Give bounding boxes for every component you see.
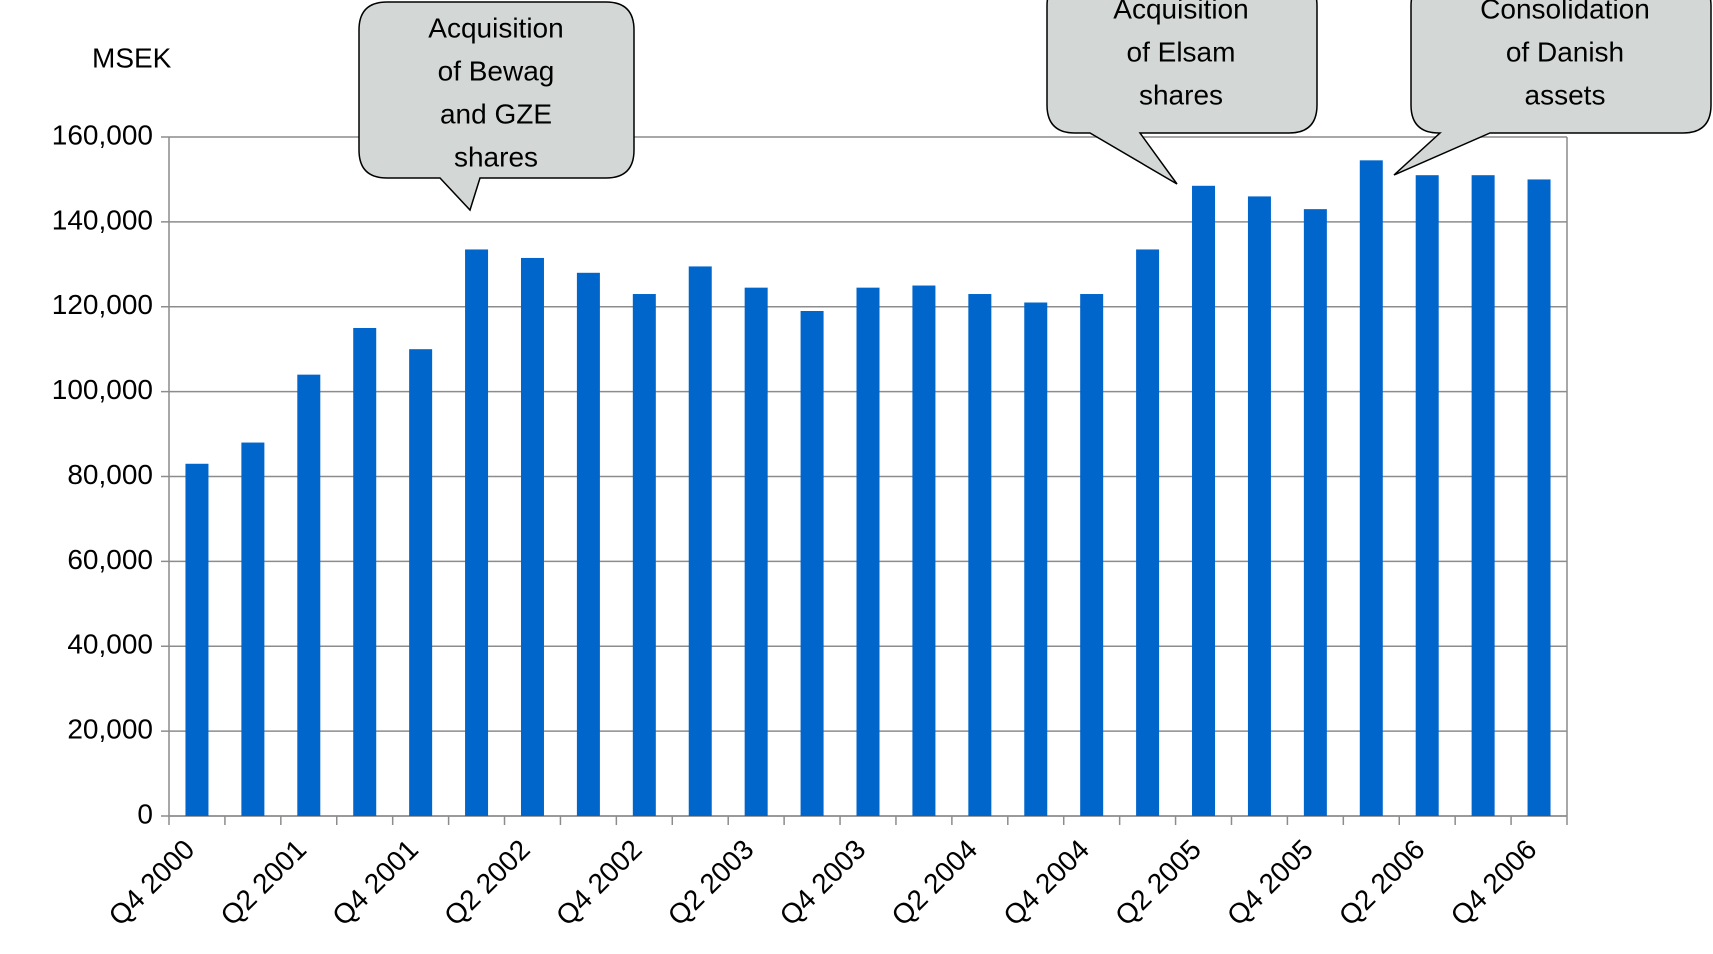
y-tick-label: 120,000	[52, 289, 153, 320]
x-tick-label: Q2 2006	[1333, 834, 1431, 932]
x-tick-label: Q4 2001	[326, 834, 424, 932]
bar	[1024, 302, 1048, 817]
bar	[744, 287, 768, 816]
bar	[1247, 196, 1271, 817]
x-tick-label: Q4 2006	[1445, 834, 1543, 932]
x-tick-label: Q2 2004	[885, 834, 983, 932]
bar	[1080, 294, 1104, 816]
bar	[1136, 249, 1160, 817]
bar	[1527, 179, 1551, 816]
bar	[1359, 160, 1383, 816]
x-tick-label: Q4 2004	[997, 834, 1095, 932]
bar	[520, 257, 544, 816]
y-tick-label: 0	[137, 798, 153, 829]
callout-text: shares	[1139, 79, 1223, 110]
y-tick-label: 80,000	[67, 459, 153, 490]
callout-text: Acquisition	[1113, 0, 1248, 24]
x-tick-label: Q2 2001	[214, 834, 312, 932]
y-axis-label: MSEK	[92, 42, 172, 73]
bar	[968, 294, 992, 816]
callout-text: and GZE	[440, 98, 552, 129]
bar	[856, 287, 880, 816]
callout	[358, 1, 635, 212]
bar	[800, 310, 824, 816]
y-tick-label: 160,000	[52, 119, 153, 150]
callout	[1046, 0, 1318, 185]
bar	[1303, 209, 1327, 817]
callout-text: assets	[1525, 79, 1606, 110]
bar	[1415, 175, 1439, 817]
callout-text: of Bewag	[438, 55, 555, 86]
bar	[1471, 175, 1495, 817]
y-tick-label: 60,000	[67, 544, 153, 575]
bar	[632, 294, 656, 816]
bar	[912, 285, 936, 816]
y-tick-label: 40,000	[67, 629, 153, 660]
callout-text: Consolidation	[1480, 0, 1650, 24]
callout-text: of Elsam	[1127, 36, 1236, 67]
bar	[465, 249, 489, 817]
callout-text: shares	[454, 141, 538, 172]
x-tick-label: Q4 2003	[774, 834, 872, 932]
x-tick-label: Q2 2002	[438, 834, 536, 932]
bar	[409, 349, 433, 816]
callout	[1393, 0, 1712, 176]
x-tick-label: Q2 2003	[662, 834, 760, 932]
callout-text: of Danish	[1506, 36, 1624, 67]
x-tick-label: Q4 2000	[103, 834, 201, 932]
bar	[185, 463, 209, 816]
bar	[297, 374, 321, 816]
callout-text: Acquisition	[428, 12, 563, 43]
bar	[576, 272, 600, 816]
bar	[353, 327, 377, 816]
y-tick-label: 140,000	[52, 204, 153, 235]
x-tick-label: Q4 2002	[550, 834, 648, 932]
bar	[241, 442, 265, 816]
bar	[688, 266, 712, 816]
y-tick-label: 100,000	[52, 374, 153, 405]
x-tick-label: Q4 2005	[1221, 834, 1319, 932]
bar	[1192, 185, 1216, 817]
y-tick-label: 20,000	[67, 714, 153, 745]
x-tick-label: Q2 2005	[1109, 834, 1207, 932]
